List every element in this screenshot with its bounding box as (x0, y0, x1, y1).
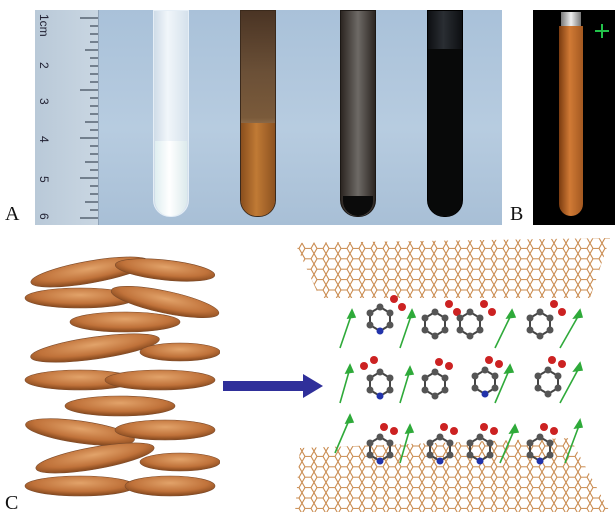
ruler-mark-2: 2 (37, 62, 51, 69)
intercalation-model (290, 238, 615, 512)
flake-16 (124, 475, 216, 497)
flake-6 (30, 333, 160, 363)
black-liquid (428, 49, 462, 216)
flake-15 (24, 475, 136, 497)
plus-arrow-icon (595, 24, 609, 38)
panel-label-a: A (5, 203, 20, 225)
black-pellet (343, 196, 373, 216)
flake-13 (35, 442, 155, 474)
flake-10 (64, 395, 176, 417)
flake-5 (69, 311, 181, 333)
flake-4 (110, 285, 220, 319)
top-graphene-sheet (295, 238, 610, 298)
flake-9 (104, 369, 216, 391)
ruler: 1cm 2 3 4 5 6 (35, 10, 99, 225)
bottom-graphene-sheet (295, 438, 610, 512)
ruler-mark-5: 5 (37, 176, 51, 183)
panel-label-b: B (510, 203, 524, 225)
green-arrows (334, 308, 584, 464)
test-tube-3 (340, 10, 376, 217)
flake-11 (25, 418, 135, 446)
molecule-row-bottom (366, 423, 558, 465)
graphene-intercalation-illustration (295, 238, 610, 512)
right-arrow-icon (223, 374, 323, 398)
panel-a-photo: 1cm 2 3 4 5 6 (35, 10, 502, 225)
ruler-ticks (80, 17, 98, 219)
ruler-mark-3: 3 (37, 98, 51, 105)
molecule-row-middle (360, 356, 566, 400)
test-tube-4 (427, 10, 463, 217)
tube-cap (561, 12, 581, 26)
test-tube-2 (240, 10, 276, 217)
white-powder (155, 141, 187, 216)
flake-2 (114, 258, 216, 282)
orange-tube (559, 26, 583, 216)
flakes-illustration (24, 256, 221, 497)
panel-label-c: C (5, 492, 19, 514)
orange-suspension (241, 123, 275, 216)
panel-b-photo (533, 10, 615, 225)
ruler-mark-4: 4 (37, 136, 51, 143)
flake-7 (139, 342, 221, 362)
molecule-row-top (366, 295, 566, 340)
ruler-mark-6: 6 (37, 213, 51, 220)
test-tube-1 (153, 10, 189, 217)
flake-14 (139, 452, 221, 472)
stacked-flakes (20, 240, 221, 500)
flake-12 (114, 419, 216, 441)
ruler-mark-1: 1cm (37, 14, 51, 37)
